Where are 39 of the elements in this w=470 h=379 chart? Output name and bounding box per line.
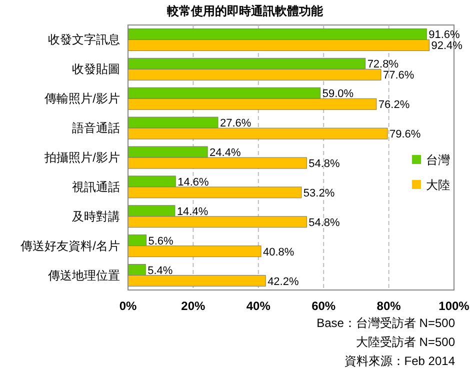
y-tick-label: 拍攝照片/影片	[44, 150, 120, 164]
x-tick-label: 0%	[119, 299, 137, 313]
data-label: 54.8%	[308, 158, 340, 170]
legend-label: 大陸	[426, 178, 450, 192]
x-tick-label: 80%	[376, 299, 402, 313]
text: Base：台灣受訪者 N=500	[316, 316, 456, 330]
x-tick-label: 40%	[246, 299, 271, 313]
data-label: 53.2%	[303, 187, 335, 200]
y-tick-label: 傳送好友資料/名片	[20, 238, 120, 253]
y-tick-label: 視訊通話	[72, 180, 120, 194]
data-label: 27.6%	[220, 118, 252, 130]
x-tick-label: 60%	[312, 299, 336, 313]
legend-label: 台灣	[426, 153, 450, 167]
chart-title: 較常使用的即時通訊軟體功能	[166, 4, 324, 18]
x-tick-label: 20%	[181, 299, 206, 313]
y-tick-label: 傳送地理位置	[47, 268, 120, 282]
data-label: 14.4%	[176, 206, 208, 218]
data-label: 59.0%	[322, 88, 354, 100]
data-label: 91.6%	[428, 29, 460, 42]
data-label: 24.4%	[210, 147, 241, 159]
source-note: 資料來源：Feb 2014	[344, 354, 456, 368]
y-tick-label: 收發文字訊息	[48, 32, 120, 47]
data-label: 5.4%	[148, 264, 173, 277]
y-tick-label: 及時對講	[72, 209, 120, 224]
data-label: 54.8%	[308, 216, 340, 229]
data-label: 42.2%	[268, 276, 299, 288]
data-label: 77.6%	[382, 70, 414, 82]
y-tick-label: 收發貼圖	[72, 62, 120, 76]
data-label: 92.4%	[431, 40, 463, 52]
x-tick-label: 100%	[438, 299, 470, 313]
data-label: 76.2%	[378, 99, 410, 112]
data-label: 5.6%	[148, 235, 174, 248]
data-label: 14.6%	[178, 176, 210, 188]
text: 大陸受訪者 N=500	[356, 335, 456, 349]
y-tick-label: 傳輸照片/影片	[44, 92, 120, 106]
data-label: 79.6%	[389, 128, 421, 141]
data-label: 40.8%	[263, 246, 294, 258]
y-tick-label: 語音通話	[72, 121, 120, 136]
data-label: 72.8%	[367, 58, 399, 71]
